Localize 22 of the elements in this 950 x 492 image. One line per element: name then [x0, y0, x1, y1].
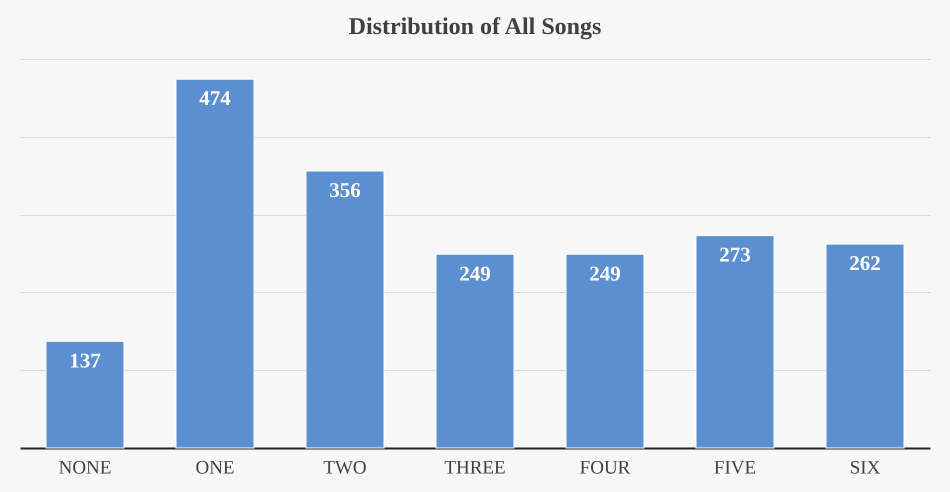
- x-tick-label: THREE: [444, 458, 506, 478]
- data-label: 262: [849, 251, 881, 276]
- x-tick-label: TWO: [323, 458, 367, 478]
- data-label: 249: [459, 261, 491, 286]
- x-tick-label: ONE: [195, 458, 235, 478]
- data-label: 474: [199, 86, 232, 110]
- data-label: 249: [589, 261, 621, 286]
- bar: [696, 235, 774, 448]
- bar: [826, 244, 904, 448]
- bar: [306, 170, 384, 448]
- x-tick-label: SIX: [850, 458, 881, 478]
- data-label: 273: [719, 242, 751, 267]
- bar: [176, 78, 254, 448]
- bar: [566, 254, 644, 448]
- bar: [46, 340, 124, 448]
- x-tick-label: FIVE: [714, 458, 756, 478]
- x-tick-label: NONE: [58, 458, 112, 478]
- x-tick-label: FOUR: [580, 458, 631, 478]
- data-label: 137: [69, 348, 101, 372]
- bar: [436, 254, 514, 448]
- data-label: 356: [329, 178, 361, 202]
- chart-title: Distribution of All Songs: [348, 14, 602, 40]
